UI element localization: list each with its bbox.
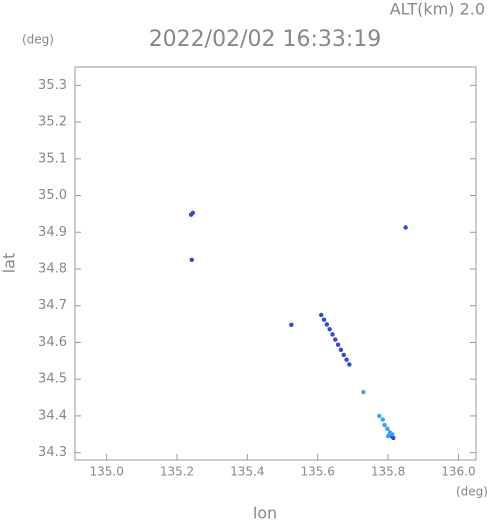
point	[377, 413, 382, 419]
point	[319, 312, 324, 318]
point	[289, 322, 294, 328]
altitude: ALT(km) 2.0	[390, 0, 485, 19]
y-tick-label: 34.7	[38, 298, 67, 313]
point	[189, 257, 194, 263]
point	[330, 332, 335, 337]
y-axis-label: lat	[0, 253, 19, 274]
y-tick-label: 35.2	[38, 115, 67, 130]
x-axis-label: lon	[253, 504, 277, 522]
y-tick-label: 35.0	[38, 188, 67, 203]
y-tick-label: 34.4	[38, 408, 67, 423]
y-tick-label: 34.6	[38, 335, 67, 350]
point	[382, 422, 387, 428]
x-tick-label: 135.6	[301, 465, 335, 479]
y-tick-label: 35.3	[38, 78, 67, 93]
point	[341, 352, 346, 358]
y-tick-label: 34.3	[38, 445, 67, 460]
y-unit: (deg)	[22, 33, 54, 47]
point	[390, 432, 395, 437]
point	[333, 337, 338, 342]
point	[190, 210, 196, 216]
point	[385, 426, 390, 431]
point	[361, 389, 366, 395]
y-tick-label: 34.9	[38, 225, 67, 240]
plot-frame	[74, 66, 477, 461]
point	[403, 225, 408, 230]
point	[321, 317, 327, 322]
point	[338, 347, 344, 353]
point	[347, 362, 352, 367]
y-tick-label: 34.8	[38, 262, 67, 277]
point	[385, 433, 391, 439]
x-tick-label: 135.8	[371, 465, 405, 479]
x-tick-label: 136.0	[441, 465, 475, 479]
y-tick-label: 35.1	[38, 151, 67, 166]
x-unit: (deg)	[456, 485, 488, 499]
x-tick-label: 135.2	[160, 465, 194, 479]
point	[380, 417, 385, 422]
point	[335, 342, 341, 347]
point	[327, 327, 332, 332]
x-tick-label: 135.0	[89, 465, 123, 479]
point	[344, 357, 349, 362]
chart-title: 2022/02/02 16:33:19	[149, 27, 382, 52]
y-tick-label: 34.5	[38, 372, 67, 387]
x-tick-label: 135.4	[230, 465, 264, 479]
point	[324, 322, 330, 327]
point	[391, 435, 396, 441]
